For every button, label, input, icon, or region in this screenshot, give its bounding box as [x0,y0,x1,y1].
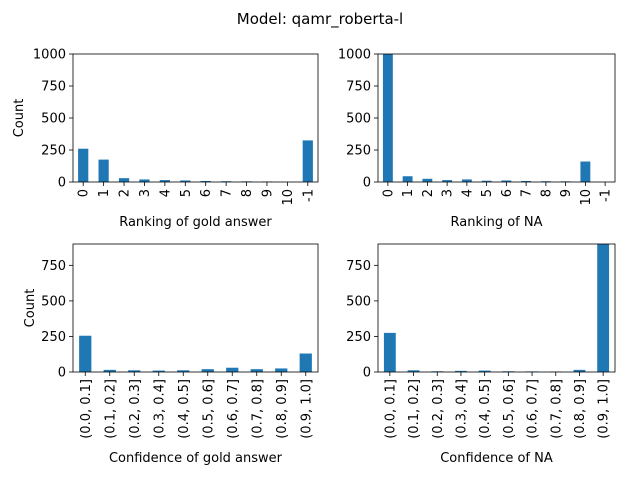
y-tick-label: 250 [41,330,66,345]
y-tick-label: 750 [346,259,371,274]
axes-frame [73,244,318,372]
bar-1 [99,160,109,182]
y-tick-label: 750 [346,80,371,95]
x-tick-label: 0 [381,189,396,197]
y-tick-label: 250 [41,144,66,159]
bar-(0.6, 0.7] [226,368,238,372]
x-tick-label: 10 [281,189,296,206]
x-axis-label: Ranking of gold answer [119,215,272,230]
bar--1 [303,140,313,182]
x-tick-label: (0.8, 0.9] [573,379,588,439]
x-tick-label: 8 [240,189,255,197]
x-tick-label: 9 [260,189,275,197]
x-tick-label: 7 [220,189,235,197]
bar-(0.0, 0.1] [79,336,91,372]
x-tick-label: 2 [118,189,133,197]
x-tick-label: 2 [421,189,436,197]
x-tick-label: 8 [539,189,554,197]
bar-2 [119,178,129,182]
y-tick-label: 750 [41,259,66,274]
bar-0 [383,54,393,182]
x-axis-label: Confidence of NA [440,451,553,466]
x-tick-label: 4 [158,189,173,197]
x-tick-label: 10 [579,189,594,206]
x-tick-label: (0.4, 0.5] [177,379,192,439]
x-tick-label: -1 [301,189,316,202]
x-axis-label: Confidence of gold answer [109,451,283,466]
y-tick-label: 250 [346,330,371,345]
y-tick-label: 1000 [338,48,371,63]
figure-title: Model: qamr_roberta-l [237,10,403,29]
bar-(0.5, 0.6] [202,369,214,372]
bar-10 [580,162,590,182]
x-tick-label: 7 [520,189,535,197]
x-tick-label: 5 [480,189,495,197]
y-tick-label: 1000 [33,48,66,63]
bar-(0.9, 1.0] [300,354,312,372]
x-tick-label: 4 [460,189,475,197]
y-tick-label: 500 [41,112,66,127]
x-tick-label: 9 [559,189,574,197]
x-tick-label: 0 [77,189,92,197]
bar-2 [422,179,432,182]
x-tick-label: 3 [138,189,153,197]
x-tick-label: (0.7, 0.8] [549,379,564,439]
y-tick-label: 0 [363,176,371,191]
y-axis-label: Count [23,289,38,328]
bar-(0.8, 0.9] [275,368,287,372]
x-tick-label: (0.9, 1.0] [597,379,612,439]
x-tick-label: (0.7, 0.8] [250,379,265,439]
subplot-confidence-na: 0 250 500 750 (0.0, 0.1] (0.1, 0.2] (0.2, 0.3]… [346,244,615,466]
x-tick-label: (0.2, 0.3] [128,379,143,439]
y-tick-label: 0 [363,366,371,381]
x-tick-label: (0.3, 0.4] [152,379,167,439]
x-axis-label: Ranking of NA [451,215,543,230]
bar-1 [403,176,413,182]
x-tick-label: (0.5, 0.6] [502,379,517,439]
y-tick-label: 500 [41,294,66,309]
subplot-confidence-gold: 0 250 500 750 (0.0, 0.1] (0.1, 0.2] (0.2, 0.3]… [23,244,318,466]
x-tick-label: (0.1, 0.2] [407,379,422,439]
y-tick-label: 500 [346,112,371,127]
y-tick-label: 500 [346,294,371,309]
x-tick-label: 6 [199,189,214,197]
y-tick-label: 750 [41,80,66,95]
x-tick-label: (0.3, 0.4] [454,379,469,439]
x-tick-label: (0.2, 0.3] [431,379,446,439]
bar-(0.9, 1.0] [597,244,609,372]
axes-frame [378,244,615,372]
x-tick-label: (0.9, 1.0] [299,379,314,439]
x-tick-label: 3 [441,189,456,197]
x-tick-label: (0.6, 0.7] [226,379,241,439]
axes-frame [73,54,318,182]
x-tick-label: 1 [401,189,416,197]
x-tick-label: (0.0, 0.1] [79,379,94,439]
x-tick-label: (0.0, 0.1] [383,379,398,439]
y-tick-label: 0 [58,176,66,191]
bar-0 [78,149,88,182]
bar-(0.0, 0.1] [384,333,396,372]
x-tick-label: (0.6, 0.7] [526,379,541,439]
y-axis-label: Count [12,99,27,138]
y-tick-label: 0 [58,366,66,381]
x-tick-label: (0.4, 0.5] [478,379,493,439]
x-tick-label: 5 [179,189,194,197]
x-tick-label: (0.1, 0.2] [103,379,118,439]
x-tick-label: (0.5, 0.6] [201,379,216,439]
x-tick-label: -1 [599,189,614,202]
axes-frame [378,54,615,182]
x-tick-label: 6 [500,189,515,197]
x-tick-label: (0.8, 0.9] [275,379,290,439]
y-tick-label: 250 [346,144,371,159]
x-tick-label: 1 [97,189,112,197]
bar-(0.7, 0.8] [251,369,263,372]
